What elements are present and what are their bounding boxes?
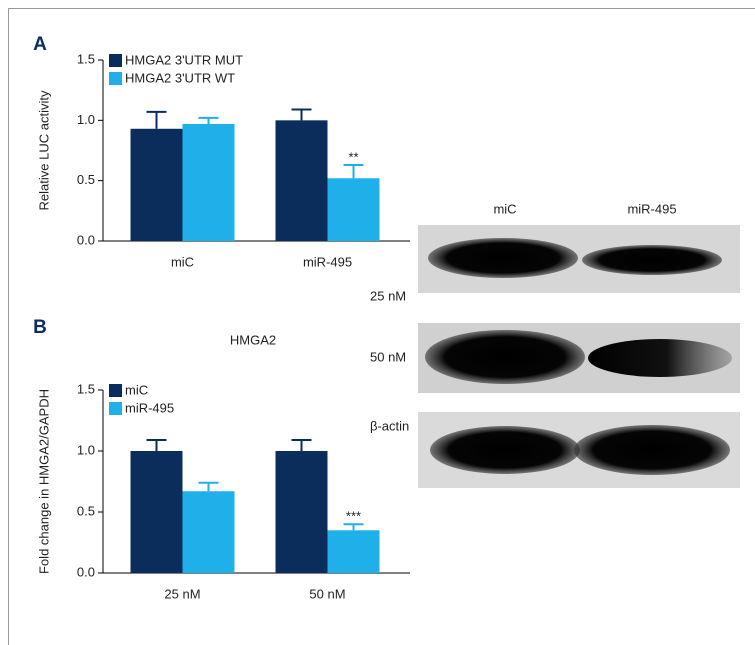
error-bar xyxy=(344,524,364,530)
error-bar xyxy=(147,112,167,129)
error-bar xyxy=(199,118,219,124)
legend-swatch xyxy=(109,72,122,85)
y-tick-label: 1.0 xyxy=(77,112,95,127)
figure: miC miR-495 25 nM 50 nM β-actin A Relativ… xyxy=(0,0,755,645)
y-tick-label: 0.0 xyxy=(77,564,95,579)
y-tick-label: 1.0 xyxy=(77,442,95,457)
bar xyxy=(183,124,235,241)
blot-row-label: 50 nM xyxy=(370,349,406,364)
blot-row-label: β-actin xyxy=(370,418,409,433)
y-tick-label: 1.5 xyxy=(77,381,95,396)
blot-row-label: 25 nM xyxy=(370,288,406,303)
panel-label: A xyxy=(33,34,47,55)
y-tick-label: 0.0 xyxy=(77,232,95,247)
y-tick-label: 0.5 xyxy=(77,503,95,518)
blot-band xyxy=(574,425,730,475)
bar xyxy=(328,530,380,573)
blot-band xyxy=(425,330,585,384)
bar xyxy=(183,491,235,573)
error-bar xyxy=(147,440,167,451)
blot-band xyxy=(588,339,732,377)
blot-band xyxy=(428,238,578,278)
legend-label: HMGA2 3'UTR MUT xyxy=(125,52,243,67)
bar xyxy=(131,451,183,573)
error-bar xyxy=(292,109,312,120)
blot-column-label: miC xyxy=(493,201,516,216)
x-tick-label: 25 nM xyxy=(164,586,200,601)
error-bar xyxy=(199,483,219,492)
y-tick-label: 0.5 xyxy=(77,172,95,187)
legend-swatch xyxy=(109,54,122,67)
bar xyxy=(276,451,328,573)
blot-band xyxy=(430,426,580,474)
y-axis-label: Relative LUC activity xyxy=(36,90,51,210)
blot-band xyxy=(582,245,722,275)
legend-label: miC xyxy=(125,382,148,397)
bar xyxy=(276,120,328,241)
error-bar xyxy=(344,165,364,178)
x-tick-label: miR-495 xyxy=(303,254,352,269)
y-tick-label: 1.5 xyxy=(77,51,95,66)
legend-swatch xyxy=(109,384,122,397)
bar xyxy=(131,129,183,241)
x-tick-label: miC xyxy=(171,254,194,269)
significance-label: *** xyxy=(346,509,361,524)
legend-label: HMGA2 3'UTR WT xyxy=(125,70,235,85)
significance-label: ** xyxy=(348,149,358,164)
bar xyxy=(328,178,380,241)
legend-label: miR-495 xyxy=(125,400,174,415)
y-axis-label: Fold change in HMGA2/GAPDH xyxy=(36,389,51,574)
chart-title: HMGA2 xyxy=(230,332,276,347)
panel-label: B xyxy=(33,317,47,338)
legend-swatch xyxy=(109,402,122,415)
blot-column-label: miR-495 xyxy=(627,201,676,216)
error-bar xyxy=(292,440,312,451)
x-tick-label: 50 nM xyxy=(309,586,345,601)
